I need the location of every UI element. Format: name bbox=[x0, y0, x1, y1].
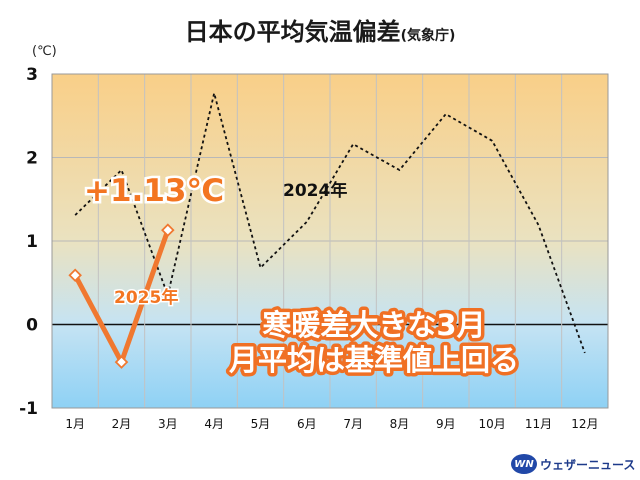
y-tick-label: 3 bbox=[26, 65, 38, 85]
series-2024 bbox=[74, 92, 586, 354]
x-tick-label: 2月 bbox=[112, 417, 132, 431]
y-tick-label: 2 bbox=[26, 149, 38, 169]
series-2025-point bbox=[161, 223, 175, 237]
headline-line-1: 寒暖差大きな3月 bbox=[262, 308, 485, 342]
chart-title-text: 日本の平均気温偏差 bbox=[184, 18, 401, 46]
series-2025 bbox=[68, 223, 175, 369]
x-tick-label: 4月 bbox=[204, 417, 224, 431]
series-2025-point bbox=[68, 268, 82, 283]
x-tick-label: 1月 bbox=[65, 417, 85, 431]
weathernews-logo: WN ウェザーニュース bbox=[511, 453, 635, 475]
y-axis-ticks: 3 2 1 0 -1 bbox=[19, 65, 38, 419]
grid-lines bbox=[51, 73, 609, 409]
x-tick-label: 5月 bbox=[251, 417, 271, 431]
y-tick-label: -1 bbox=[19, 399, 38, 419]
chart-title: 日本の平均気温偏差(気象庁) bbox=[0, 12, 640, 47]
x-tick-label: 6月 bbox=[297, 417, 317, 431]
x-axis-ticks: 1月 2月 3月 4月 5月 6月 7月 8月 9月 10月 11月 12月 bbox=[65, 417, 598, 431]
x-tick-label: 12月 bbox=[571, 417, 598, 431]
value-callout: +1.13℃ bbox=[84, 173, 224, 209]
x-tick-label: 9月 bbox=[436, 417, 456, 431]
series-label-2025: 2025年 bbox=[114, 287, 178, 308]
series-label-2024: 2024年 bbox=[283, 180, 347, 201]
logo-text: ウェザーニュース bbox=[540, 457, 636, 472]
x-tick-label: 11月 bbox=[525, 417, 552, 431]
x-tick-label: 8月 bbox=[390, 417, 410, 431]
plot-frame bbox=[51, 73, 609, 409]
y-axis-unit: (℃) bbox=[32, 44, 57, 59]
y-tick-label: 1 bbox=[26, 232, 38, 252]
x-tick-label: 3月 bbox=[158, 417, 178, 431]
x-tick-label: 10月 bbox=[479, 417, 506, 431]
logo-mark-icon: WN bbox=[511, 454, 537, 474]
series-2025-point bbox=[114, 355, 129, 369]
series-2024-line bbox=[74, 92, 586, 354]
x-tick-label: 7月 bbox=[343, 417, 363, 431]
headline-line-2: 月平均は基準値上回る bbox=[228, 343, 519, 377]
chart-title-source: (気象庁) bbox=[400, 28, 456, 44]
y-tick-label: 0 bbox=[26, 316, 38, 336]
